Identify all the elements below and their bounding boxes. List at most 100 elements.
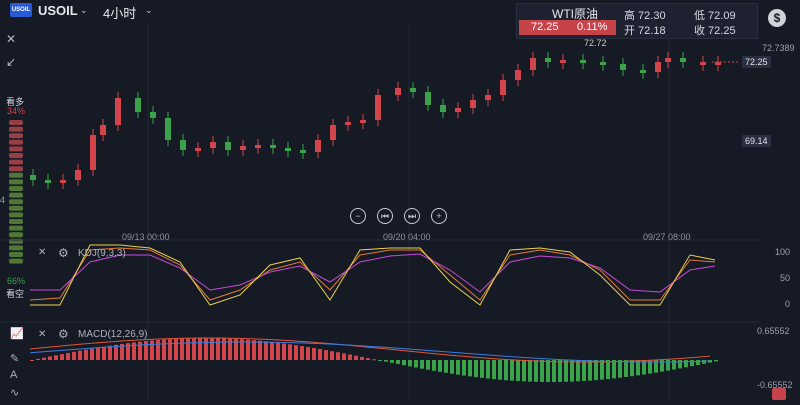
macd-bar	[678, 360, 682, 369]
macd-bar	[552, 360, 556, 382]
top-bar: USOIL USOIL ⌄ 4小时 ⌄	[0, 0, 800, 22]
gear-icon[interactable]: ⚙	[58, 327, 69, 341]
macd-bar	[258, 340, 262, 360]
macd-bar	[714, 360, 718, 362]
zoom-in-icon[interactable]: +	[431, 208, 447, 224]
bull-label: 看多	[6, 97, 25, 107]
macd-bar	[372, 359, 376, 361]
macd-bar	[210, 338, 214, 360]
macd-bar	[414, 360, 418, 368]
macd-bar	[612, 360, 616, 379]
macd-bar	[654, 360, 658, 373]
candle-body	[115, 98, 121, 125]
macd-bar	[630, 360, 634, 377]
macd-bar	[264, 341, 268, 360]
timeframe-selector[interactable]: 4小时	[103, 6, 137, 21]
macd-bar	[342, 353, 346, 360]
macd-bar	[432, 360, 436, 371]
macd-bar	[546, 360, 550, 382]
chevron-down-icon[interactable]: ⌄	[145, 5, 153, 15]
macd-histogram	[29, 337, 718, 382]
dollar-icon[interactable]: $	[768, 9, 786, 27]
symbol-selector[interactable]: USOIL	[38, 3, 78, 18]
candle-body	[680, 58, 686, 62]
macd-bar	[114, 344, 118, 360]
pencil-icon[interactable]: ✎	[10, 353, 20, 365]
kdj-tick: 50	[780, 273, 791, 283]
candle-body	[240, 146, 246, 150]
macd-bar	[402, 360, 406, 366]
macd-bar	[666, 360, 670, 371]
kdj-lines	[29, 244, 716, 306]
candle-body	[715, 62, 721, 65]
candle-body	[100, 125, 106, 135]
close-icon[interactable]: ✕	[6, 32, 17, 46]
candle-body	[360, 120, 366, 123]
candle-body	[515, 70, 521, 80]
macd-bar	[408, 360, 412, 367]
kdj-line	[30, 244, 716, 306]
macd-bar	[54, 355, 58, 360]
macd-bar	[222, 338, 226, 360]
macd-bar	[270, 341, 274, 360]
open-value: 开 72.18	[624, 25, 666, 37]
text-icon[interactable]: A	[10, 369, 18, 381]
macd-bar	[330, 351, 334, 360]
chevron-down-icon[interactable]: ⌄	[80, 5, 88, 15]
macd-bar	[606, 360, 610, 380]
macd-bar	[246, 339, 250, 360]
price-change-box	[519, 20, 616, 35]
kdj-line	[30, 253, 716, 293]
candle-body	[315, 140, 321, 152]
macd-bar	[48, 356, 52, 360]
macd-bar	[636, 360, 640, 376]
macd-tick: -0.65552	[757, 380, 793, 390]
fullscreen-icon[interactable]	[772, 388, 786, 400]
macd-bar	[228, 338, 232, 360]
close-icon[interactable]: ✕	[38, 247, 47, 258]
peak-price-label: 72.72	[584, 38, 607, 48]
macd-bar	[522, 360, 526, 382]
macd-bar	[672, 360, 676, 370]
candlestick-series	[30, 52, 721, 189]
macd-bar	[504, 360, 508, 381]
wave-icon[interactable]: ∿	[10, 387, 20, 399]
indicator-icon[interactable]: 📈	[10, 328, 24, 340]
collapse-icon[interactable]: ↙	[6, 55, 17, 69]
macd-bar	[120, 343, 124, 360]
prev-icon[interactable]: ⏮	[377, 208, 393, 224]
candle-body	[455, 108, 461, 112]
candle-body	[500, 80, 506, 95]
candle-body	[560, 60, 566, 63]
candle-body	[530, 58, 536, 70]
macd-bar	[174, 338, 178, 360]
candle-body	[135, 98, 141, 112]
macd-bar	[96, 347, 100, 360]
macd-bar	[438, 360, 442, 372]
macd-bar	[354, 355, 358, 360]
macd-bar	[600, 360, 604, 380]
candle-body	[425, 92, 431, 105]
close-icon[interactable]: ✕	[38, 329, 47, 340]
bull-percent: 34%	[7, 106, 26, 116]
kdj-tick: 0	[785, 299, 791, 309]
candle-body	[620, 64, 626, 70]
macd-bar	[534, 360, 538, 382]
instrument-name: WTI原油	[552, 7, 598, 21]
macd-bar	[468, 360, 472, 377]
macd-bar	[618, 360, 622, 378]
candle-body	[410, 88, 416, 92]
candle-body	[300, 150, 306, 153]
macd-bar	[660, 360, 664, 372]
gear-icon[interactable]: ⚙	[58, 246, 69, 260]
zoom-out-icon[interactable]: −	[350, 208, 366, 224]
candle-body	[90, 135, 96, 170]
kdj-tick: 100	[775, 247, 791, 257]
macd-bar	[384, 360, 388, 362]
macd-bar	[594, 360, 598, 381]
price-mid-tag: 69.14	[742, 135, 771, 147]
macd-bar	[510, 360, 514, 381]
next-icon[interactable]: ⏭	[404, 208, 420, 224]
macd-bar	[348, 354, 352, 360]
